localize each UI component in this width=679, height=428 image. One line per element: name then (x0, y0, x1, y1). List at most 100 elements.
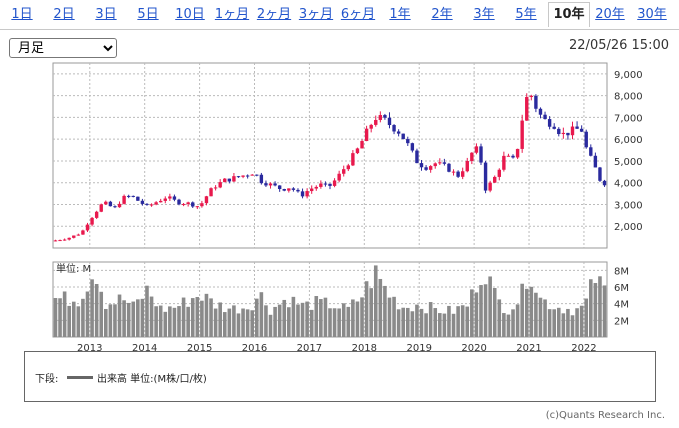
volume-bar (410, 311, 415, 337)
year-tick-label: 2019 (406, 343, 431, 354)
candle-body (378, 115, 383, 120)
volume-bar (277, 304, 282, 337)
volume-bar (351, 299, 355, 337)
candle-body (204, 196, 209, 204)
volume-bar (556, 307, 561, 337)
candle-body (149, 204, 154, 206)
volume-bar (543, 299, 547, 337)
volume-bar (254, 298, 259, 337)
tab-2[interactable]: 3日 (95, 7, 117, 22)
candle-body (383, 115, 387, 118)
volume-bar (355, 301, 360, 337)
candle-body (396, 131, 401, 134)
candle-body (99, 204, 103, 212)
volume-bar (602, 285, 607, 337)
candle-body (255, 174, 259, 176)
candle-body (543, 114, 547, 120)
volume-bar (259, 292, 264, 337)
tab-1[interactable]: 2日 (53, 7, 75, 22)
candle-body (218, 182, 222, 188)
tab-6[interactable]: 2ヶ月 (256, 7, 292, 22)
volume-bar (570, 315, 575, 337)
volume-bar (122, 300, 126, 337)
volume-panel-label: 単位: M (56, 262, 91, 275)
tab-bar-divider (0, 29, 679, 30)
tab-3[interactable]: 5日 (137, 7, 159, 22)
volume-bar (218, 302, 222, 337)
candle-body (72, 235, 76, 238)
candle-body (346, 165, 351, 170)
legend-volume-swatch (67, 376, 93, 379)
candle-body (493, 176, 497, 183)
candle-body (241, 175, 245, 177)
tab-7[interactable]: 3ヶ月 (298, 7, 334, 22)
volume-bar (241, 308, 245, 337)
volume-bar (168, 306, 172, 337)
volume-bar (575, 308, 579, 337)
candle-body (287, 188, 291, 191)
candle-interval-select[interactable]: 月足 (9, 38, 117, 58)
volume-bar (245, 309, 250, 337)
candle-body (415, 150, 419, 164)
candle-body (131, 195, 135, 197)
tab-11[interactable]: 3年 (473, 7, 495, 22)
candle-body (268, 183, 273, 186)
volume-bar (515, 304, 520, 337)
candle-body (369, 124, 373, 129)
candle-body (387, 117, 392, 126)
price-tick-label: 2,000 (614, 222, 643, 233)
volume-bar (163, 311, 168, 337)
volume-bar (108, 304, 113, 337)
candle-body (62, 239, 67, 241)
volume-bar (479, 285, 483, 337)
year-tick-label: 2018 (352, 343, 377, 354)
volume-bar (506, 314, 511, 337)
candle-body (277, 185, 282, 190)
volume-bar (497, 299, 502, 337)
candle-body (566, 132, 570, 136)
volume-bar (566, 308, 570, 337)
candle-body (58, 240, 62, 242)
volume-bar (492, 287, 497, 337)
tab-0[interactable]: 1日 (11, 7, 33, 22)
tab-8[interactable]: 6ヶ月 (340, 7, 376, 22)
volume-bar (488, 276, 492, 337)
period-tab-bar: 1日 2日 3日 5日 10日 1ヶ月 2ヶ月 3ヶ月 6ヶ月 1年 2年 3年 5年 10年 20年 30年 (0, 0, 679, 30)
volume-bar (250, 310, 255, 337)
candle-body (525, 97, 529, 121)
copyright-credit: (c)Quants Research Inc. (545, 410, 665, 421)
tab-12[interactable]: 5年 (515, 7, 537, 22)
candle-body (108, 201, 113, 207)
volume-bar (181, 297, 186, 337)
tab-5[interactable]: 1ヶ月 (214, 7, 250, 22)
candle-body (291, 188, 296, 190)
candle-body (406, 139, 410, 144)
volume-bar (213, 308, 218, 337)
year-tick-label: 2021 (516, 343, 541, 354)
volume-bar (369, 288, 373, 337)
candle-body (579, 128, 584, 132)
volume-bar (62, 291, 67, 337)
year-tick-label: 2022 (571, 343, 596, 354)
candle-body (213, 187, 218, 189)
candle-body (250, 174, 254, 176)
volume-bar (67, 305, 71, 337)
year-tick-label: 2020 (461, 343, 486, 354)
volume-bar (264, 305, 268, 337)
candle-body (470, 152, 474, 161)
volume-bar (401, 307, 406, 337)
tab-9[interactable]: 1年 (389, 7, 411, 22)
tab-15[interactable]: 30年 (637, 7, 667, 22)
volume-bar (415, 304, 419, 337)
price-tick-label: 5,000 (614, 157, 643, 168)
candle-body (529, 95, 534, 98)
price-tick-label: 8,000 (614, 92, 643, 103)
tab-14[interactable]: 20年 (595, 7, 625, 22)
tab-10[interactable]: 2年 (431, 7, 453, 22)
tab-4[interactable]: 10日 (175, 7, 205, 22)
candle-body (259, 174, 264, 184)
volume-bar (511, 309, 515, 337)
tab-13[interactable]: 10年 (548, 2, 590, 27)
volume-bar (99, 291, 104, 337)
volume-bar (227, 308, 232, 337)
